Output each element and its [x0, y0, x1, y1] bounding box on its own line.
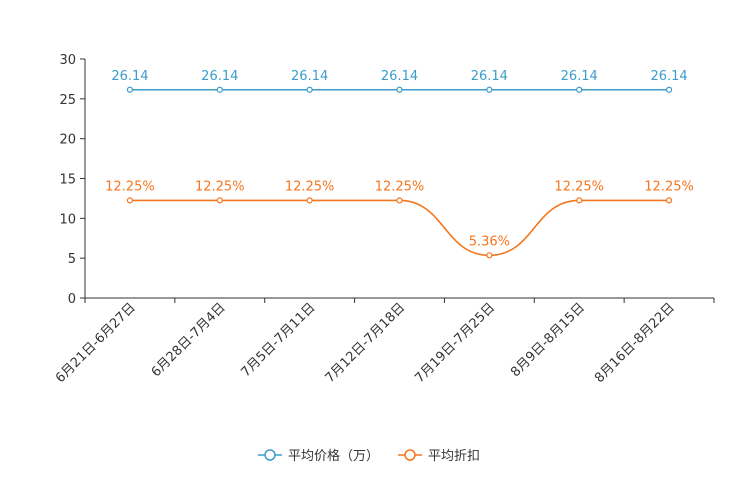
- data-point-1-3: [396, 197, 403, 204]
- data-label-1-2: 12.25%: [285, 179, 335, 194]
- data-point-0-6: [665, 86, 673, 93]
- data-label-0-2: 26.14: [291, 69, 328, 84]
- legend-item-0[interactable]: 平均价格（万）: [258, 448, 379, 464]
- data-point-0-4: [486, 86, 493, 93]
- data-label-0-6: 26.14: [650, 69, 687, 84]
- data-label-0-4: 26.14: [471, 69, 508, 84]
- data-point-1-2: [306, 197, 313, 204]
- legend-label-1: 平均折扣: [428, 449, 480, 464]
- data-label-1-1: 12.25%: [195, 179, 245, 194]
- data-point-0-0: [126, 86, 134, 93]
- data-point-1-5: [576, 197, 583, 204]
- legend-marker-0: [264, 449, 276, 461]
- legend-item-1[interactable]: 平均折扣: [398, 449, 480, 464]
- data-label-0-1: 26.14: [201, 69, 238, 84]
- x-tick-label: 6月21日-6月27日: [53, 300, 139, 386]
- axes: 0 5 10 15 20 25 30 6月21日-6月27日 6月28日-7月4日 7月5日-7月…: [53, 53, 715, 386]
- data-label-1-0: 12.25%: [105, 179, 155, 194]
- legend-marker-1: [404, 449, 416, 461]
- data-label-1-6: 12.25%: [644, 179, 694, 194]
- data-point-1-0: [126, 197, 134, 204]
- y-tick-label: 5: [68, 252, 76, 267]
- data-point-1-6: [665, 197, 673, 204]
- series-layer: 26.14 26.14 26.14 26.14 26.14 26.14 26.14 12.25…: [105, 69, 694, 259]
- x-tick-label: 6月28日-7月4日: [149, 300, 229, 380]
- y-tick-label: 25: [59, 93, 76, 108]
- y-tick-label: 10: [59, 212, 76, 227]
- legend[interactable]: 平均价格（万） 平均折扣: [258, 448, 480, 464]
- data-label-1-5: 12.25%: [554, 179, 604, 194]
- data-label-1-3: 12.25%: [375, 179, 425, 194]
- x-tick-label: 8月9日-8月15日: [508, 300, 588, 380]
- y-tick-label: 20: [59, 133, 76, 148]
- x-tick-label: 7月5日-7月11日: [239, 300, 319, 380]
- y-tick-label: 15: [59, 173, 76, 188]
- data-label-0-5: 26.14: [561, 69, 598, 84]
- data-point-0-5: [576, 86, 583, 93]
- data-point-0-1: [216, 86, 223, 93]
- legend-label-0: 平均价格（万）: [288, 448, 379, 464]
- y-tick-label: 30: [59, 53, 76, 68]
- data-point-1-4: [486, 252, 493, 259]
- series-line-1: [129, 199, 670, 257]
- data-point-0-2: [306, 86, 313, 93]
- data-label-1-4: 5.36%: [469, 234, 510, 249]
- data-point-0-3: [396, 86, 403, 93]
- data-label-0-0: 26.14: [111, 69, 148, 84]
- x-tick-label: 7月12日-7月18日: [323, 300, 409, 386]
- data-point-1-1: [216, 197, 223, 204]
- data-label-0-3: 26.14: [381, 69, 418, 84]
- x-tick-label: 8月16日-8月22日: [592, 300, 678, 386]
- y-tick-label: 0: [68, 292, 76, 307]
- x-tick-label: 7月19日-7月25日: [412, 300, 498, 386]
